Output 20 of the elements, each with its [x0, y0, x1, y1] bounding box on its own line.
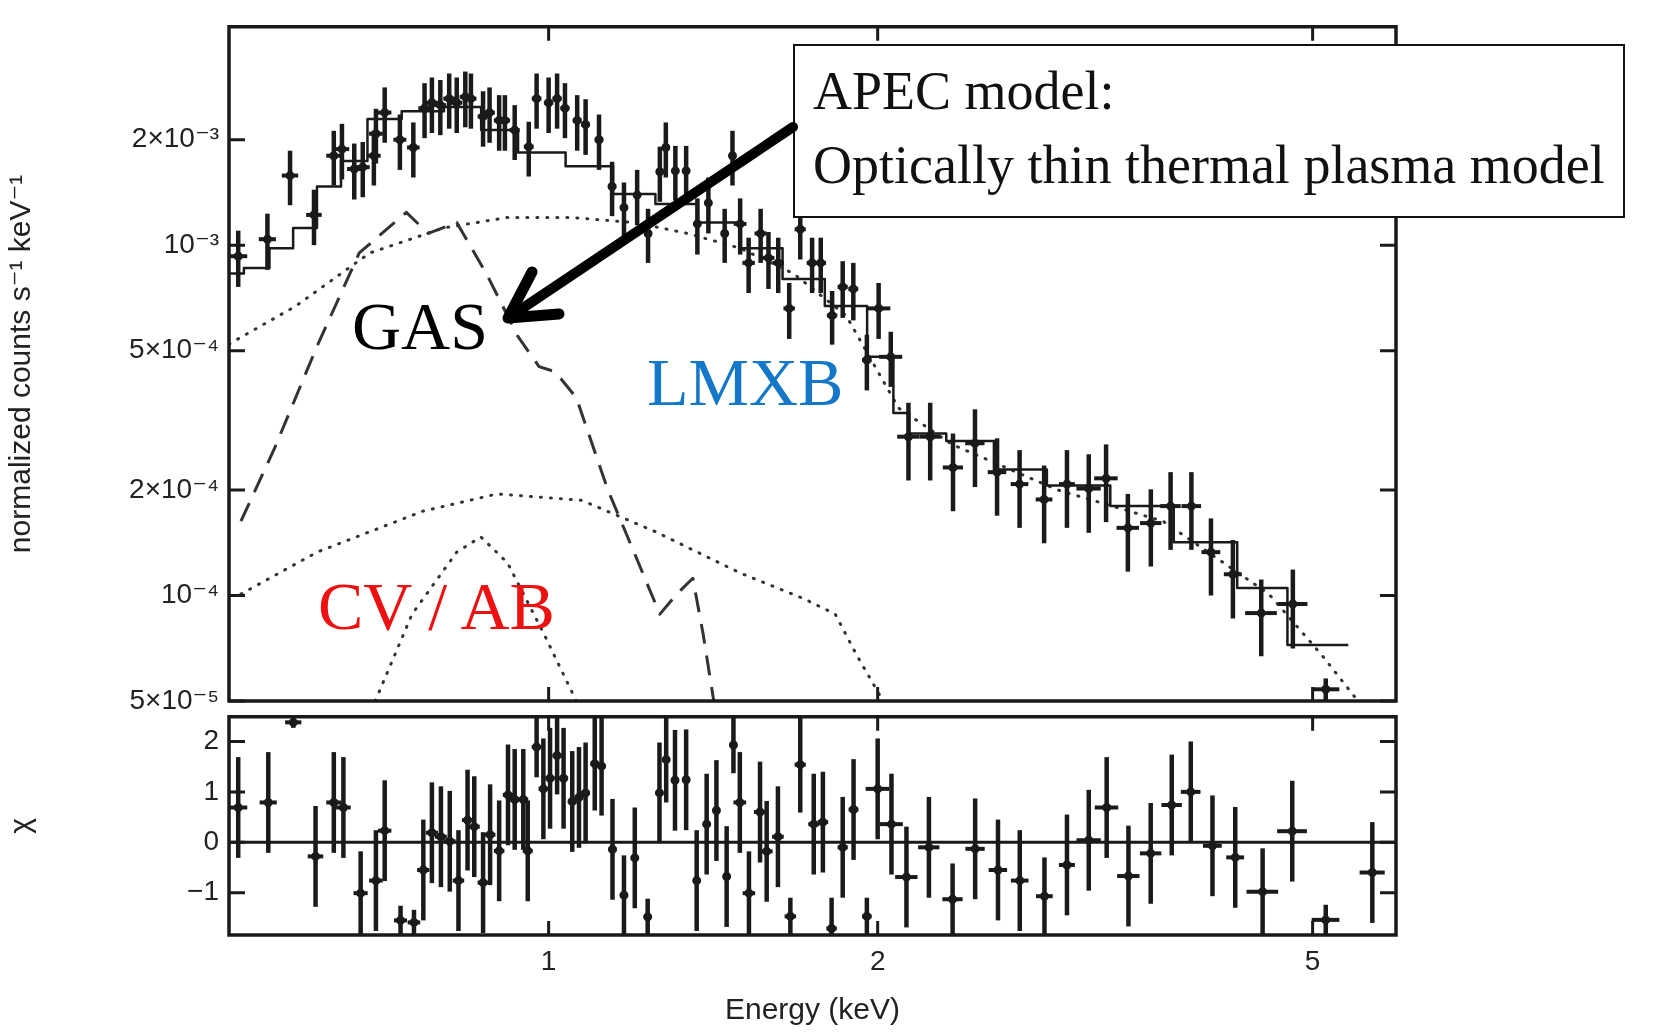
- y-tick-label: 2×10⁻⁴: [129, 472, 219, 504]
- y-axis-title: χ: [3, 817, 37, 834]
- y-tick-label: 0: [203, 825, 219, 856]
- y-tick-label: 5×10⁻⁵: [129, 683, 219, 715]
- y-tick-label: 10⁻³: [163, 227, 219, 259]
- y-axis-title: normalized counts s⁻¹ keV⁻¹: [3, 174, 37, 554]
- annotation: GAS: [352, 288, 489, 364]
- y-tick-label: −1: [187, 875, 219, 907]
- y-tick-label: 2×10⁻³: [131, 122, 219, 154]
- y-tick-label: 1: [203, 774, 219, 806]
- x-axis-title: Energy (keV): [724, 992, 901, 1026]
- annotation: CV / AB: [318, 568, 555, 644]
- annotation: APEC model: Optically thin thermal plasma model: [793, 44, 1625, 218]
- y-tick-label: 10⁻⁴: [161, 578, 219, 610]
- y-tick-label: 2: [203, 724, 219, 756]
- x-tick-label: 2: [869, 944, 886, 976]
- x-tick-label: 1: [540, 944, 557, 976]
- x-tick-label: 5: [1304, 944, 1321, 976]
- annotation: LMXB: [647, 344, 844, 420]
- y-tick-label: 5×10⁻⁴: [129, 333, 219, 365]
